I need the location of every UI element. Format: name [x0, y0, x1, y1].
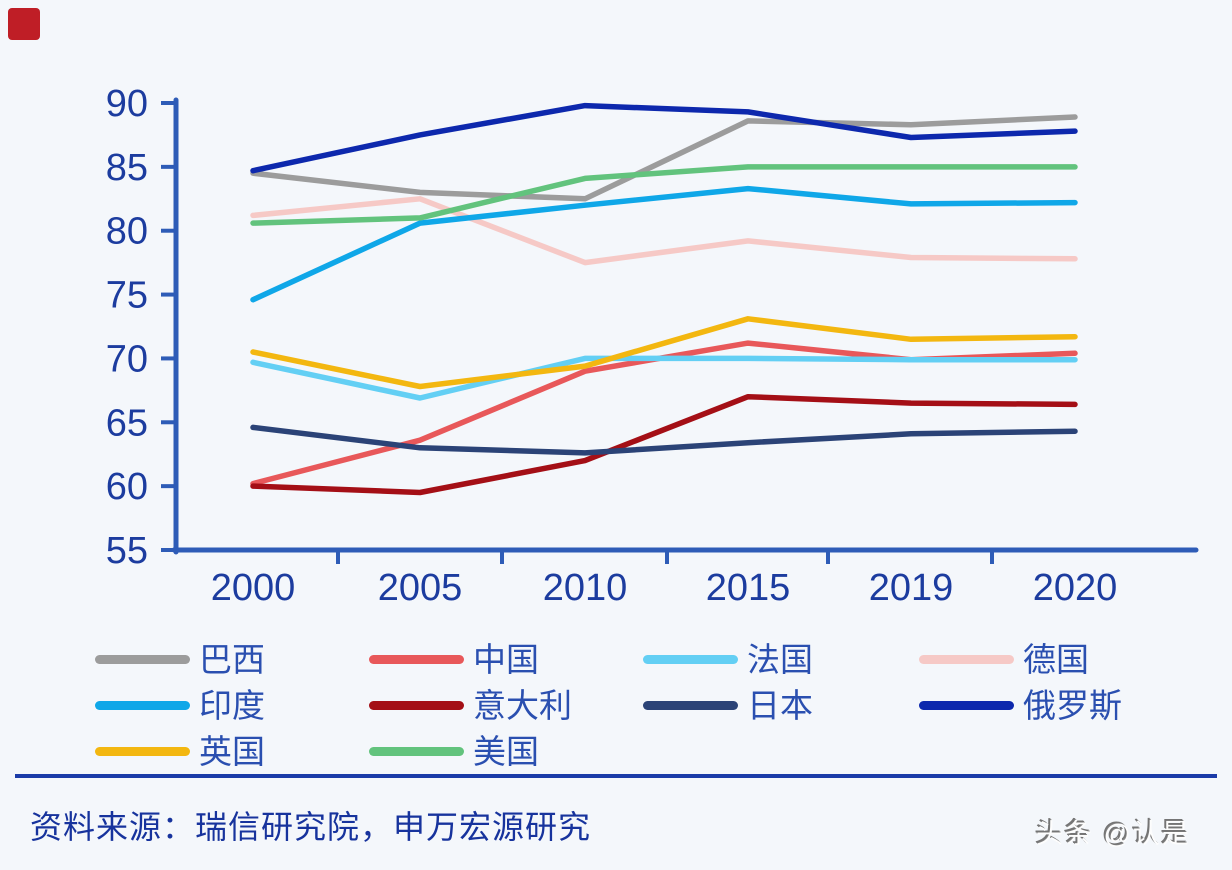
x-tick-label: 2019	[869, 567, 954, 609]
legend-swatch	[369, 700, 464, 710]
corner-decoration-square	[8, 8, 40, 40]
legend-item-5: 意大利	[369, 689, 643, 722]
legend-label: 意大利	[473, 686, 572, 724]
y-tick-label: 85	[106, 147, 148, 189]
legend-label: 俄罗斯	[1023, 686, 1122, 724]
y-tick-label: 90	[106, 83, 148, 125]
legend-swatch	[643, 654, 738, 664]
legend-label: 法国	[747, 640, 813, 678]
series-line-1	[250, 340, 1078, 487]
y-tick-label: 70	[106, 338, 148, 380]
watermark-text: 头条 @认是	[1036, 819, 1191, 849]
divider-line	[15, 774, 1217, 778]
series-line-2	[250, 355, 1078, 401]
legend-item-1: 中国	[369, 643, 643, 676]
y-tick-label: 75	[106, 275, 148, 317]
legend-item-3: 德国	[919, 643, 1232, 676]
series-line-4	[250, 185, 1078, 303]
series-line-7	[250, 102, 1078, 174]
legend-label: 日本	[747, 686, 813, 724]
line-chart-container: 90 85 80 75 70 65 60 55 2000 2005 2010 2015 2019 2020	[106, 83, 1199, 609]
legend-item-4: 印度	[95, 689, 369, 722]
legend-swatch	[369, 746, 464, 756]
y-tick-label: 65	[106, 402, 148, 444]
legend-label: 中国	[473, 640, 539, 678]
legend-swatch	[369, 654, 464, 664]
series-line-5	[250, 393, 1078, 496]
x-tick-label: 2015	[706, 567, 791, 609]
legend-swatch	[643, 700, 738, 710]
x-tick-label: 2000	[211, 567, 296, 609]
legend-label: 印度	[199, 686, 265, 724]
x-tick-label: 2010	[543, 567, 628, 609]
legend-item-8: 英国	[95, 735, 369, 768]
legend-label: 美国	[473, 732, 539, 770]
x-tick-label: 2005	[378, 567, 463, 609]
legend-label: 英国	[199, 732, 265, 770]
legend-swatch	[919, 700, 1014, 710]
legend-swatch	[919, 654, 1014, 664]
source-note: 资料来源：瑞信研究院，申万宏源研究	[30, 809, 592, 845]
legend-swatch	[95, 746, 190, 756]
series-line-3	[250, 196, 1078, 266]
x-tick-label: 2020	[1033, 567, 1118, 609]
y-tick-label: 60	[106, 466, 148, 508]
series-line-0	[250, 114, 1078, 202]
legend-label: 巴西	[199, 640, 265, 678]
legend-swatch	[95, 700, 190, 710]
series-line-6	[250, 424, 1078, 456]
legend-label: 德国	[1023, 640, 1089, 678]
chart-legend: 巴西 中国 法国 德国印度 意大利 日本 俄罗斯英国 美国	[0, 636, 1232, 774]
series-line-9	[250, 164, 1078, 226]
line-chart: 90 85 80 75 70 65 60 55 2000 2005 2010 2015 2019 2020	[106, 83, 1199, 609]
legend-swatch	[95, 654, 190, 664]
series-line-8	[250, 316, 1078, 390]
y-tick-label: 55	[106, 530, 148, 572]
legend-item-0: 巴西	[95, 643, 369, 676]
legend-item-9: 美国	[369, 735, 643, 768]
legend-item-2: 法国	[643, 643, 919, 676]
legend-item-7: 俄罗斯	[919, 689, 1232, 722]
legend-item-6: 日本	[643, 689, 919, 722]
y-tick-label: 80	[106, 211, 148, 253]
